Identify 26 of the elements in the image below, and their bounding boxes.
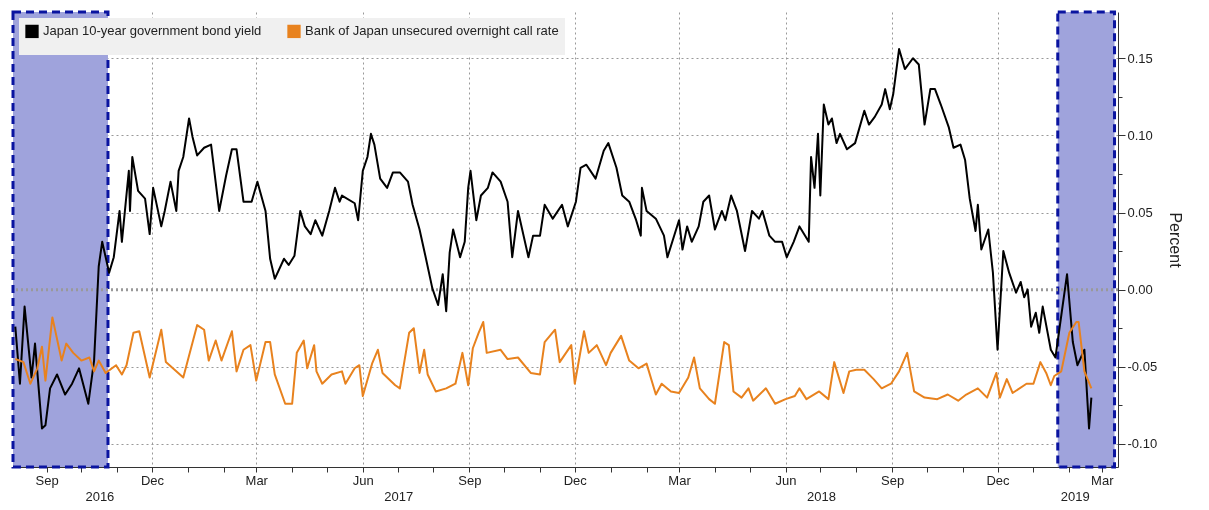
x-tick-label: Sep [458, 472, 482, 488]
text: 2016 [85, 489, 115, 504]
x-tick-label: Jun [775, 472, 797, 488]
x-tick-label: Mar [1091, 472, 1115, 488]
y-axis-title: Percent [1167, 212, 1185, 269]
y-tick-label: -0.05 [1127, 359, 1158, 375]
x-tick-label: Jun [352, 472, 374, 488]
y-tick-label: 0.05 [1127, 205, 1153, 221]
legend-label: Japan 10-year government bond yield [43, 23, 262, 39]
legend-label: Bank of Japan unsecured overnight call rate [305, 23, 559, 39]
x-tick-label: Dec [563, 472, 588, 488]
line-series [14, 316, 1093, 405]
y-tick-label: 0.15 [1127, 50, 1153, 66]
x-tick-label: Dec [986, 472, 1011, 488]
x-tick-label: Dec [140, 472, 165, 488]
x-tick-label: Sep [881, 472, 905, 488]
x-tick-label: Sep [35, 472, 59, 488]
y-tick-label: -0.10 [1127, 436, 1158, 452]
text: 2018 [807, 489, 836, 504]
text: 2017 [384, 489, 414, 504]
y-tick-label: 0.00 [1127, 282, 1153, 298]
line-series [14, 48, 1093, 430]
x-tick-label: Mar [245, 472, 269, 488]
text: 2019 [1060, 489, 1090, 504]
y-tick-label: 0.10 [1127, 127, 1153, 143]
x-tick-label: Mar [668, 472, 692, 488]
